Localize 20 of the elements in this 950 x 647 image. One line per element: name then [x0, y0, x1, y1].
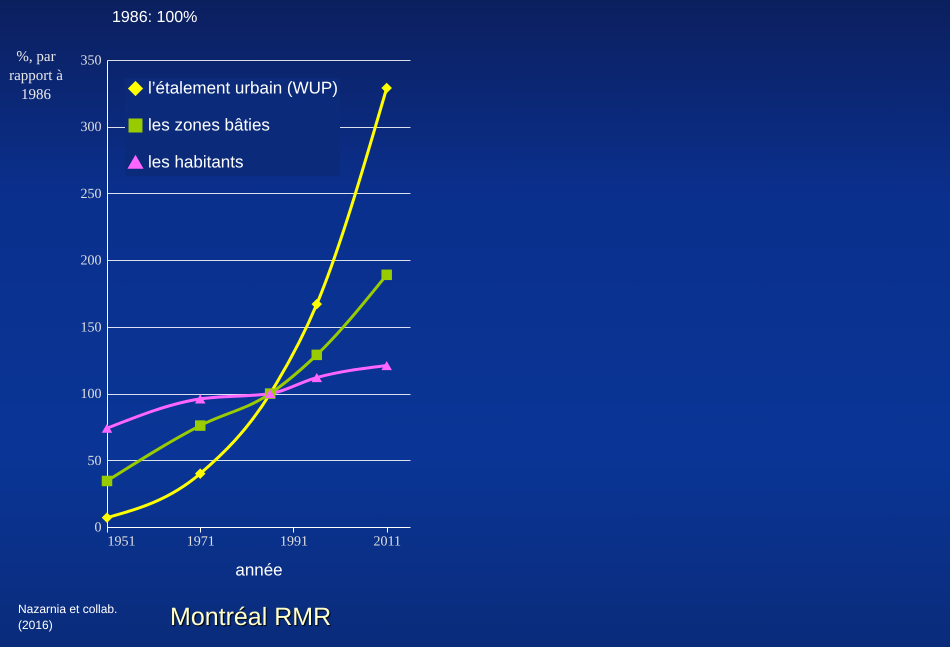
y-tick-label: 200 [80, 254, 102, 269]
y-tick-label: 300 [80, 120, 102, 136]
y-tick-label: 250 [80, 186, 102, 202]
y-tick-label: 150 [80, 320, 102, 336]
legend-label: les zones bâties [148, 116, 270, 134]
x-tick-label: 1951 [108, 534, 136, 550]
y-tick-label: 100 [80, 387, 102, 402]
x-tick-label: 2011 [373, 534, 401, 550]
text: Montréal RMR [170, 603, 332, 632]
legend-label: l’étalement urbain (WUP) [148, 78, 338, 98]
y-tick-label: 0 [94, 520, 102, 536]
text: Nazarnia et collab. (2016) [18, 601, 118, 633]
chart-subtitle: 1986: 100% [112, 9, 198, 27]
x-axis-title: année [235, 560, 283, 580]
x-tick-label: 1971 [186, 534, 215, 550]
y-tick-label: 350 [80, 54, 102, 68]
legend-label: les habitants [148, 152, 244, 172]
x-tick-label: 1991 [280, 534, 308, 550]
y-tick-label: 50 [88, 454, 102, 469]
y-axis-title: %, par rapport à 1986 [8, 48, 64, 105]
